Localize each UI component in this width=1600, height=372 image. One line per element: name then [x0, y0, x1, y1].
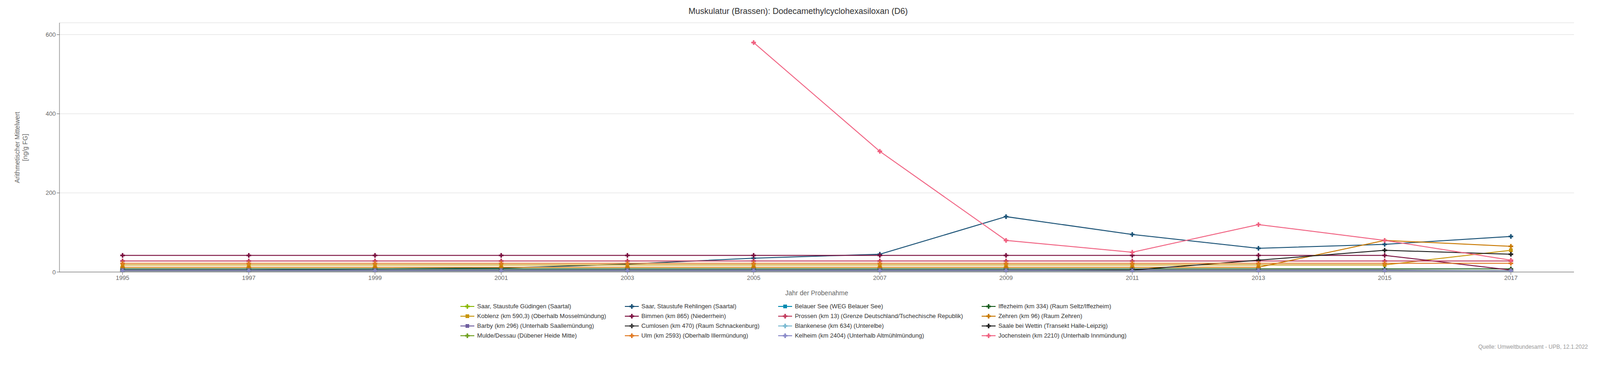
html-text:Jochenstein (km 2210) (Unterha: Jochenstein (km 2210) (Unterhalb Innmünd…	[998, 331, 1127, 339]
html-text:Barby (km 296) (Unterhalb Saal: Barby (km 296) (Unterhalb Saallemündung)	[477, 321, 594, 329]
svg-text:2017: 2017	[1504, 274, 1518, 282]
html-text:Blankenese (km 634) (Unterelbe: Blankenese (km 634) (Unterelbe)	[794, 321, 884, 329]
svg-text:1995: 1995	[115, 274, 130, 282]
svg-text:2011: 2011	[1125, 274, 1139, 282]
html-text:Muskulatur (Brassen): Dodecame: Muskulatur (Brassen): Dodecamethylcycloh…	[688, 6, 908, 16]
svg-text:1997: 1997	[242, 274, 256, 282]
svg-text:600: 600	[45, 31, 56, 39]
svg-text:2001: 2001	[494, 274, 508, 282]
html-text:Cumlosen (km 470) (Raum Schnac: Cumlosen (km 470) (Raum Schnackenburg)	[641, 321, 760, 329]
html-text:Mulde/Dessau (Dübener Heide Mi: Mulde/Dessau (Dübener Heide Mitte)	[477, 331, 577, 339]
html-text:Belauer See (WEG Belauer See): Belauer See (WEG Belauer See)	[794, 302, 884, 310]
svg-text:200: 200	[45, 189, 56, 197]
html-text:Quelle: Umweltbundesamt - UPB,: Quelle: Umweltbundesamt - UPB, 12.1.2022	[1478, 343, 1588, 350]
html-text:Zehren (km 96) (Raum Zehren): Zehren (km 96) (Raum Zehren)	[998, 312, 1083, 320]
html-text:Saale bei Wettin (Transekt Hal: Saale bei Wettin (Transekt Halle-Leipzig…	[998, 321, 1108, 329]
html-text:Koblenz (km 590,3) (Oberhalb M: Koblenz (km 590,3) (Oberhalb Mosselmündu…	[477, 312, 607, 320]
html-text:Bimmen (km 865) (Niederrhein): Bimmen (km 865) (Niederrhein)	[641, 312, 726, 320]
svg-text:2009: 2009	[999, 274, 1013, 282]
html-text:Saar, Staustufe Güdingen (Saar: Saar, Staustufe Güdingen (Saartal)	[477, 302, 572, 310]
svg-text:2013: 2013	[1251, 274, 1266, 282]
svg-text:1999: 1999	[368, 274, 382, 282]
svg-text:400: 400	[45, 110, 56, 118]
svg-text:2003: 2003	[620, 274, 635, 282]
svg-text:Arithmetischer Mittelwert[ng/g: Arithmetischer Mittelwert[ng/g FG]	[13, 111, 29, 183]
svg-text:2015: 2015	[1377, 274, 1392, 282]
svg-text:2005: 2005	[747, 274, 761, 282]
html-text:Iffezheim (km 334) (Raum Seltz: Iffezheim (km 334) (Raum Seltz/Iffezheim…	[998, 302, 1112, 310]
svg-text:2007: 2007	[872, 274, 887, 282]
svg-text:0: 0	[52, 268, 56, 276]
html-text:Prossen (km 13) (Grenze Deutsc: Prossen (km 13) (Grenze Deutschland/Tsch…	[794, 312, 964, 320]
html-text:Saar, Staustufe Rehlingen (Saa: Saar, Staustufe Rehlingen (Saartal)	[641, 302, 737, 310]
html-text:Kelheim (km 2404) (Unterhalb A: Kelheim (km 2404) (Unterhalb Altmühlmünd…	[794, 331, 925, 339]
svg-text:Jahr der Probenahme: Jahr der Probenahme	[785, 288, 849, 297]
html-text:Ulm (km 2593) (Oberhalb Illerm: Ulm (km 2593) (Oberhalb Illermündung)	[641, 331, 749, 339]
